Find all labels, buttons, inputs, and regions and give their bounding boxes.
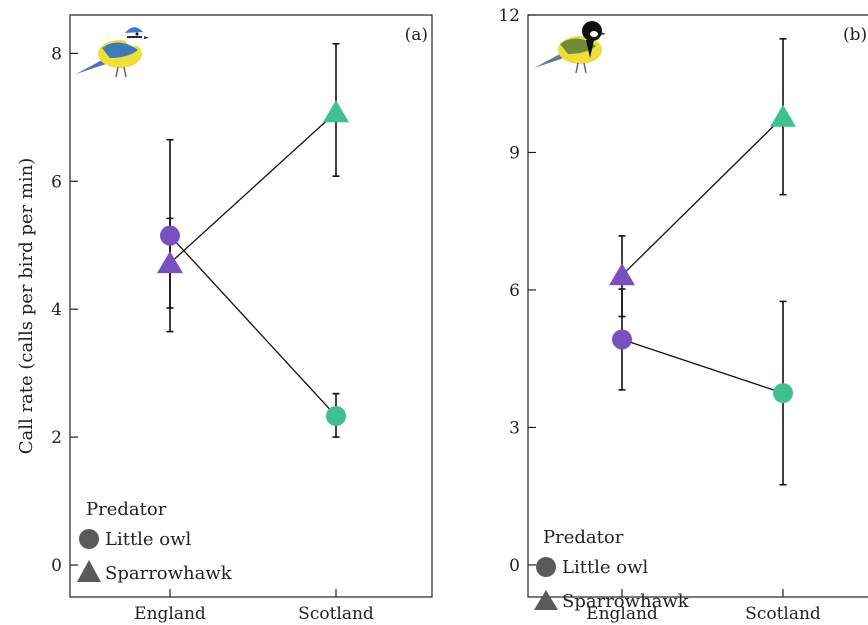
legend-circle-marker	[79, 529, 99, 549]
y-tick-label: 2	[51, 428, 62, 448]
panel-label-a: (a)	[405, 25, 428, 45]
legend-item-sparrowhawk: Sparrowhawk	[562, 591, 690, 612]
marks-b	[609, 38, 796, 486]
y-tick-label: 4	[51, 300, 62, 320]
data-point-triangle	[157, 251, 183, 274]
y-tick-label: 8	[51, 44, 62, 64]
plot-frame-b	[527, 14, 868, 598]
series-line	[621, 338, 784, 394]
x-ticks-b: England Scotland	[586, 589, 821, 624]
data-point-circle	[326, 406, 346, 427]
plot-frame-a	[69, 14, 433, 598]
x-tick-label: England	[586, 604, 658, 624]
legend-a: Predator Little owl Sparrowhawk	[77, 499, 233, 584]
y-tick-label: 6	[509, 281, 520, 301]
great-tit-icon	[534, 21, 606, 74]
series-line	[169, 235, 337, 417]
data-point-circle	[612, 329, 632, 350]
data-point-triangle	[609, 263, 635, 286]
series-line	[169, 111, 337, 264]
legend-triangle-marker	[77, 560, 101, 582]
data-point-triangle	[770, 104, 796, 127]
data-point-circle	[160, 225, 180, 246]
legend-circle-marker	[536, 557, 556, 577]
y-tick-label: 6	[51, 172, 62, 192]
data-point-circle	[773, 383, 793, 404]
panel-b: (b) 0 3 6 9 12 England Scotland Predator Litt…	[498, 6, 868, 624]
y-ticks-a: 0 2 4 6 8	[51, 44, 78, 576]
legend-title: Predator	[86, 499, 167, 520]
panel-a: (a) Call rate (calls per bird per min) 0…	[16, 14, 433, 624]
legend-item-little-owl: Little owl	[562, 557, 649, 578]
blue-tit-icon	[76, 26, 149, 78]
y-tick-label: 9	[509, 143, 520, 163]
y-axis-title: Call rate (calls per bird per min)	[16, 158, 37, 455]
y-ticks-b: 0 3 6 9 12	[498, 6, 536, 576]
legend-title: Predator	[543, 527, 624, 548]
x-tick-label: Scotland	[298, 604, 374, 624]
x-tick-label: Scotland	[745, 604, 821, 624]
y-tick-label: 3	[509, 418, 520, 438]
y-tick-label: 0	[509, 556, 520, 576]
legend-triangle-marker	[534, 590, 558, 610]
legend-item-sparrowhawk: Sparrowhawk	[105, 563, 233, 584]
x-ticks-a: England Scotland	[134, 589, 374, 624]
y-tick-label: 12	[498, 6, 520, 26]
legend-item-little-owl: Little owl	[105, 529, 192, 550]
series-line	[621, 116, 784, 276]
data-point-triangle	[323, 100, 349, 123]
y-tick-label: 0	[51, 556, 62, 576]
panel-label-b: (b)	[843, 25, 867, 45]
legend-b: Predator Little owl Sparrowhawk	[534, 527, 690, 612]
x-tick-label: England	[134, 604, 206, 624]
marks-a	[157, 42, 349, 438]
